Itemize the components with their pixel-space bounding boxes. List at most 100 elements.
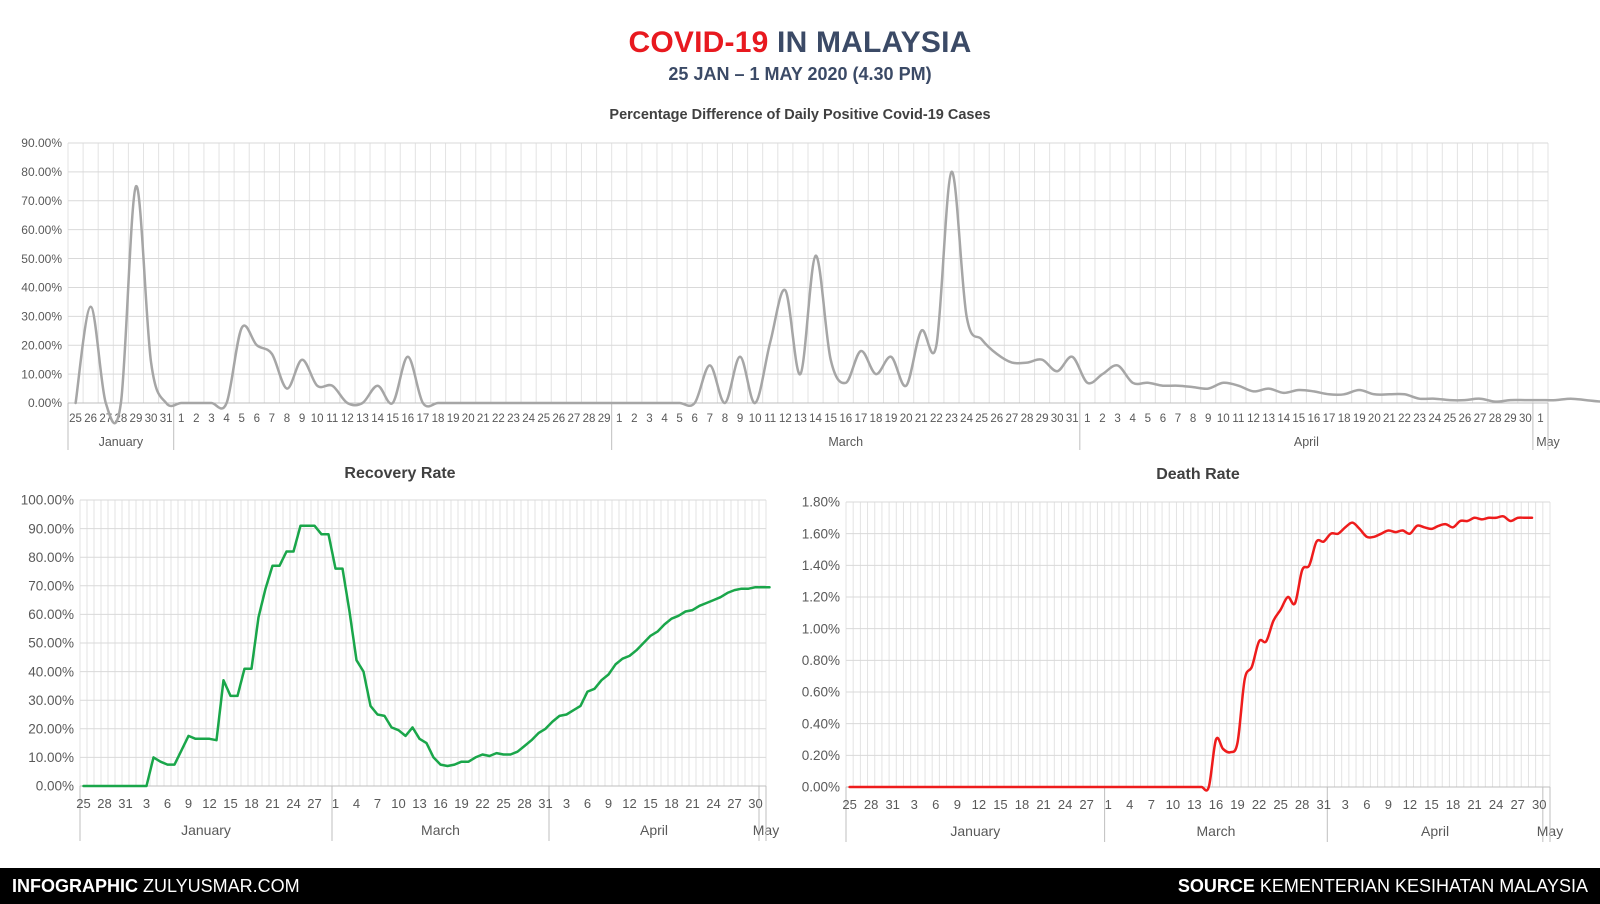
- x-tick-label: 31: [885, 797, 899, 812]
- x-tick-label: 24: [706, 796, 720, 811]
- x-tick-label: 3: [646, 413, 652, 425]
- x-tick-label: 16: [433, 796, 447, 811]
- x-tick-label: 7: [1175, 413, 1181, 425]
- x-tick-label: 18: [1015, 797, 1029, 812]
- x-tick-label: 3: [911, 797, 918, 812]
- x-tick-label: 3: [208, 413, 214, 425]
- x-tick-label: 26: [552, 413, 565, 425]
- x-tick-label: 19: [454, 796, 468, 811]
- x-tick-label: 25: [76, 796, 90, 811]
- x-tick-label: 22: [492, 413, 505, 425]
- x-tick-label: 15: [993, 797, 1007, 812]
- x-tick-label: 22: [1398, 413, 1411, 425]
- x-tick-label: 19: [1353, 413, 1366, 425]
- x-tick-label: 24: [1489, 797, 1503, 812]
- y-tick-label: 0.40%: [802, 716, 840, 731]
- x-tick-label: 19: [885, 413, 898, 425]
- y-tick-label: 30.00%: [28, 693, 74, 708]
- pct-difference-chart: Percentage Difference of Daily Positive …: [21, 107, 1600, 450]
- series-line: [82, 524, 771, 788]
- x-tick-label: 24: [1058, 797, 1072, 812]
- chart-title: Recovery Rate: [344, 465, 455, 482]
- x-tick-label: 22: [930, 413, 943, 425]
- x-tick-label: 19: [447, 413, 460, 425]
- y-tick-label: 70.00%: [28, 579, 74, 594]
- x-tick-label: 16: [401, 413, 414, 425]
- x-tick-label: 30: [145, 413, 158, 425]
- y-tick-label: 40.00%: [21, 281, 62, 295]
- x-tick-label: 2: [1099, 413, 1105, 425]
- x-tick-label: 14: [809, 413, 822, 425]
- x-tick-label: 28: [517, 796, 531, 811]
- x-tick-label: 12: [341, 413, 354, 425]
- x-tick-label: 12: [779, 413, 792, 425]
- x-tick-label: 27: [1474, 413, 1487, 425]
- y-tick-label: 0.00%: [36, 779, 74, 794]
- x-tick-label: 10: [1217, 413, 1230, 425]
- x-tick-label: 19: [1230, 797, 1244, 812]
- month-label: January: [181, 822, 231, 838]
- x-tick-label: 28: [1489, 413, 1502, 425]
- x-tick-label: 15: [824, 413, 837, 425]
- title-malaysia: IN MALAYSIA: [768, 26, 972, 59]
- x-tick-label: 9: [185, 796, 192, 811]
- x-tick-label: 12: [1403, 797, 1417, 812]
- y-tick-label: 50.00%: [21, 252, 62, 266]
- x-tick-label: 18: [870, 413, 883, 425]
- x-tick-label: 17: [416, 413, 429, 425]
- x-tick-label: 11: [1232, 413, 1244, 425]
- x-tick-label: 26: [84, 413, 97, 425]
- x-tick-label: 14: [1277, 413, 1290, 425]
- x-tick-label: 25: [537, 413, 550, 425]
- y-tick-label: 0.00%: [802, 780, 840, 795]
- x-tick-label: 29: [1504, 413, 1517, 425]
- x-tick-label: 21: [915, 413, 928, 425]
- month-label: April: [640, 822, 668, 838]
- title-covid: COVID-19: [628, 26, 769, 59]
- page-title: COVID-19 IN MALAYSIA: [0, 26, 1600, 60]
- x-tick-label: 24: [286, 796, 300, 811]
- x-tick-label: 24: [960, 413, 973, 425]
- x-tick-label: 25: [69, 413, 82, 425]
- x-tick-label: 10: [391, 796, 405, 811]
- footer-credit: INFOGRAPHIC ZULYUSMAR.COM: [12, 876, 300, 897]
- x-tick-label: 18: [244, 796, 258, 811]
- y-tick-label: 10.00%: [21, 367, 62, 381]
- y-tick-label: 80.00%: [28, 550, 74, 565]
- x-tick-label: 23: [1413, 413, 1426, 425]
- x-tick-label: 9: [737, 413, 743, 425]
- x-tick-label: 25: [496, 796, 510, 811]
- x-tick-label: 8: [722, 413, 728, 425]
- y-tick-label: 80.00%: [21, 165, 62, 179]
- x-tick-label: 16: [1308, 413, 1321, 425]
- x-tick-label: 6: [164, 796, 171, 811]
- x-tick-label: 3: [143, 796, 150, 811]
- x-tick-label: 13: [1262, 413, 1275, 425]
- x-tick-label: 30: [1051, 413, 1064, 425]
- footer-bar: INFOGRAPHIC ZULYUSMAR.COM SOURCE KEMENTE…: [0, 868, 1600, 904]
- page-subtitle: 25 JAN – 1 MAY 2020 (4.30 PM): [668, 64, 932, 84]
- x-tick-label: 24: [1428, 413, 1441, 425]
- x-tick-label: 28: [1295, 797, 1309, 812]
- month-label: January: [950, 823, 1000, 839]
- x-tick-label: 7: [1148, 797, 1155, 812]
- x-tick-label: 12: [202, 796, 216, 811]
- x-tick-label: 17: [854, 413, 867, 425]
- x-tick-label: 26: [990, 413, 1003, 425]
- y-tick-label: 0.00%: [28, 396, 62, 410]
- x-tick-label: 5: [676, 413, 682, 425]
- x-tick-label: 28: [97, 796, 111, 811]
- x-tick-label: 31: [118, 796, 132, 811]
- x-tick-label: 6: [692, 413, 698, 425]
- x-tick-label: 21: [1383, 413, 1396, 425]
- x-tick-label: 31: [538, 796, 552, 811]
- x-tick-label: 31: [1066, 413, 1079, 425]
- x-tick-label: 12: [972, 797, 986, 812]
- x-tick-label: 29: [130, 413, 143, 425]
- x-tick-label: 25: [1273, 797, 1287, 812]
- x-tick-label: 10: [1166, 797, 1180, 812]
- x-tick-label: 11: [764, 413, 776, 425]
- x-tick-label: 23: [507, 413, 520, 425]
- footer-credit-label: INFOGRAPHIC: [12, 876, 138, 896]
- y-tick-label: 90.00%: [21, 136, 62, 150]
